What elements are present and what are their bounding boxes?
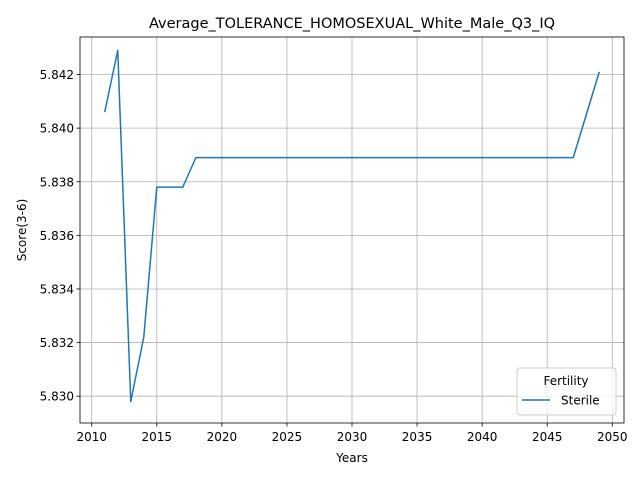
x-tick-label: 2045 — [532, 430, 563, 444]
x-tick-label: 2010 — [76, 430, 107, 444]
y-tick-label: 5.834 — [40, 282, 74, 296]
x-axis-ticks: 2010 2015 2020 2025 2030 2035 2040 2045 2050 — [76, 423, 628, 444]
y-tick-label: 5.830 — [40, 390, 74, 404]
x-axis-title: Years — [335, 451, 368, 465]
x-tick-label: 2040 — [467, 430, 498, 444]
x-tick-label: 2050 — [597, 430, 628, 444]
y-axis-ticks: 5.830 5.832 5.834 5.836 5.838 5.840 5.842 — [40, 68, 80, 404]
x-tick-label: 2035 — [402, 430, 433, 444]
chart-title: Average_TOLERANCE_HOMOSEXUAL_White_Male_… — [149, 16, 555, 32]
x-tick-label: 2015 — [142, 430, 173, 444]
legend-box — [516, 367, 617, 416]
y-tick-label: 5.832 — [40, 336, 74, 350]
y-tick-label: 5.842 — [40, 68, 74, 82]
y-tick-label: 5.836 — [40, 229, 74, 243]
legend: Fertility Sterile — [516, 367, 617, 416]
x-tick-label: 2030 — [337, 430, 368, 444]
y-axis-title: Score(3-6) — [15, 199, 29, 262]
x-tick-label: 2020 — [207, 430, 238, 444]
series-line-sterile — [103, 49, 600, 403]
y-tick-label: 5.838 — [40, 175, 74, 189]
legend-label-sterile: Sterile — [561, 394, 600, 408]
series-layer — [103, 49, 600, 403]
y-tick-label: 5.840 — [40, 122, 74, 136]
x-tick-label: 2025 — [272, 430, 303, 444]
legend-title: Fertility — [543, 374, 588, 388]
plot-frame — [79, 36, 625, 424]
